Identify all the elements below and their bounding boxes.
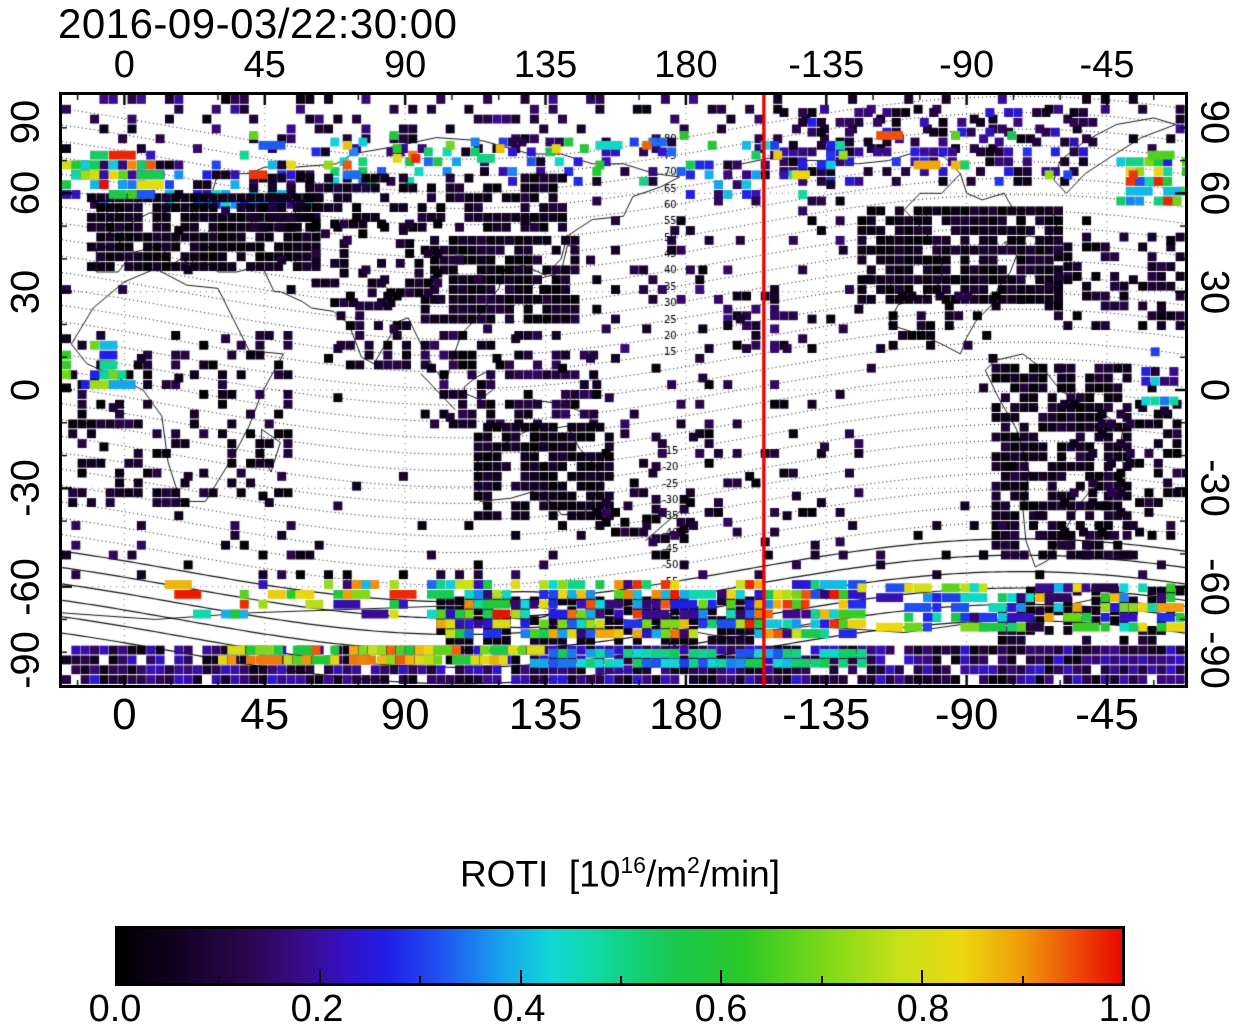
x-tick-label-top-180: 180 xyxy=(654,44,718,86)
colorbar-tick xyxy=(921,970,924,983)
x-tick-label-bottom-45: 45 xyxy=(240,690,290,739)
colorbar-tick xyxy=(1021,976,1024,983)
x-tick-label-bottom-180: 180 xyxy=(649,690,723,739)
y-tick-label-left--30: -30 xyxy=(3,459,48,518)
colorbar-title-sup-16: 16 xyxy=(620,852,646,878)
x-tick-label-top-135: 135 xyxy=(513,44,578,86)
y-tick-label-right-90: 90 xyxy=(1192,99,1237,145)
x-tick-label-top-0: 0 xyxy=(113,44,135,86)
y-tick-label-left-30: 30 xyxy=(3,269,48,314)
map-plot-frame xyxy=(59,92,1188,688)
x-tick-label-top--135: -135 xyxy=(788,44,865,86)
timestamp-title: 2016-09-03/22:30:00 xyxy=(58,0,458,47)
y-tick-label-right--90: -90 xyxy=(1192,631,1237,689)
colorbar-title-end: /min] xyxy=(699,853,781,895)
colorbar-tick xyxy=(720,970,723,983)
x-tick-label-top-90: 90 xyxy=(383,44,427,86)
colorbar-tick xyxy=(620,976,622,983)
x-tick-label-bottom--135: -135 xyxy=(782,690,871,739)
colorbar-title-sup-2: 2 xyxy=(687,852,700,878)
y-tick-label-right--60: -60 xyxy=(1192,557,1237,616)
x-tick-label-bottom--45: -45 xyxy=(1075,690,1139,739)
x-tick-label-bottom-90: 90 xyxy=(380,690,430,739)
x-tick-label-top--90: -90 xyxy=(939,44,995,86)
x-tick-label-top-45: 45 xyxy=(243,44,286,86)
y-tick-label-left--60: -60 xyxy=(3,557,48,616)
colorbar-tick xyxy=(519,970,522,983)
y-tick-label-right--30: -30 xyxy=(1192,459,1237,518)
colorbar-tick xyxy=(318,970,321,983)
world-roti-map xyxy=(62,95,1185,685)
y-tick-label-right-30: 30 xyxy=(1192,269,1237,314)
colorbar-title-mid: /m xyxy=(645,853,688,895)
x-tick-label-bottom-0: 0 xyxy=(112,690,137,739)
x-tick-label-top--45: -45 xyxy=(1079,44,1135,86)
y-tick-label-right-0: 0 xyxy=(1192,378,1237,402)
x-tick-label-bottom-135: 135 xyxy=(508,690,583,739)
x-tick-label-bottom--90: -90 xyxy=(934,690,999,739)
colorbar-title: ROTI [1016/m2/min] xyxy=(0,852,1240,895)
colorbar-tick xyxy=(419,976,422,983)
colorbar-label-0.0: 0.0 xyxy=(88,988,142,1030)
roti-colorbar xyxy=(115,926,1125,986)
y-tick-label-right-60: 60 xyxy=(1192,171,1237,216)
colorbar-label-0.6: 0.6 xyxy=(694,988,748,1030)
colorbar-label-0.4: 0.4 xyxy=(492,988,546,1030)
colorbar-title-text: ROTI [10 xyxy=(459,853,621,895)
y-tick-label-left-0: 0 xyxy=(3,378,48,402)
y-tick-label-left-90: 90 xyxy=(3,99,48,145)
colorbar-label-0.2: 0.2 xyxy=(290,988,344,1030)
colorbar-tick xyxy=(218,976,221,983)
y-tick-label-left-60: 60 xyxy=(3,171,48,216)
colorbar-label-1.0: 1.0 xyxy=(1098,988,1152,1030)
colorbar-label-0.8: 0.8 xyxy=(896,988,950,1030)
colorbar-tick xyxy=(820,976,823,983)
y-tick-label-left--90: -90 xyxy=(3,631,48,689)
